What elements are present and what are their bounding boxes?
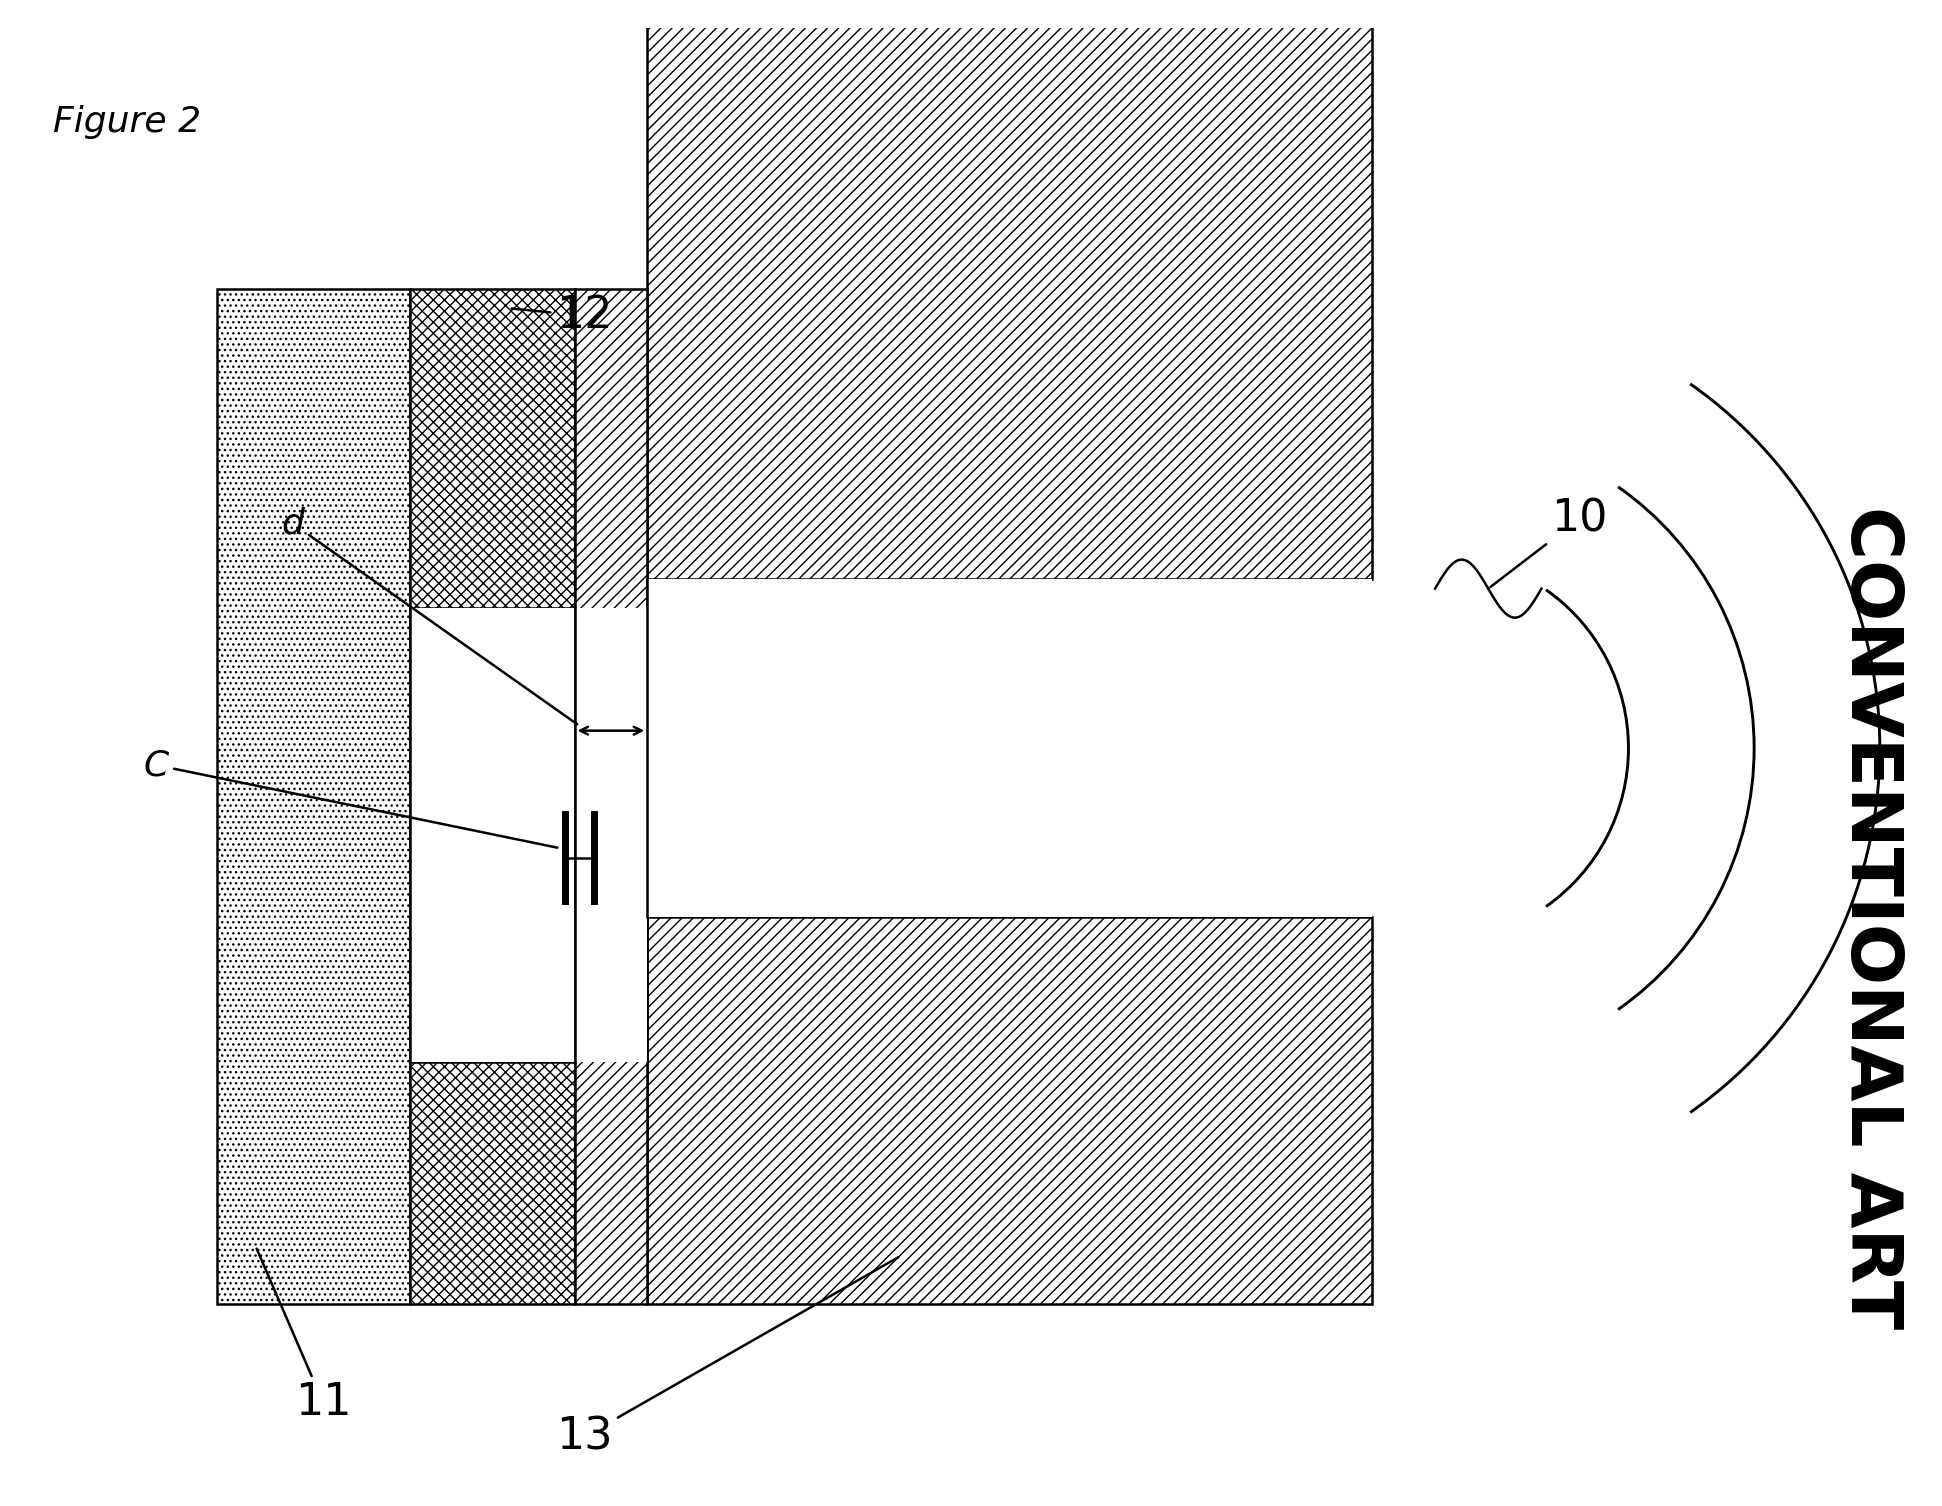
Bar	[647, 578, 1373, 917]
Text: d: d	[282, 506, 577, 724]
Text: 12: 12	[511, 294, 612, 337]
Bar	[410, 1062, 575, 1304]
Text: 10: 10	[1490, 497, 1608, 587]
Text: Figure 2: Figure 2	[52, 105, 200, 139]
Bar	[647, 0, 1373, 578]
Bar	[575, 608, 647, 1062]
Bar	[647, 917, 1373, 1304]
Text: 11: 11	[256, 1248, 352, 1425]
Bar	[218, 289, 410, 1304]
Text: 13: 13	[555, 1258, 899, 1458]
Text: CONVENTIONAL ART: CONVENTIONAL ART	[1835, 506, 1905, 1328]
Bar	[410, 608, 575, 1062]
Text: C: C	[144, 748, 557, 848]
Bar	[410, 289, 575, 608]
Bar	[575, 289, 647, 1304]
